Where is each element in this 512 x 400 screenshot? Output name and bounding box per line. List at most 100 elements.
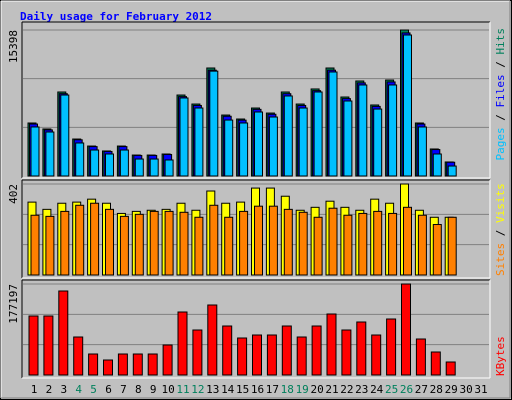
bar (313, 216, 323, 276)
bar (313, 91, 323, 177)
bar (179, 97, 189, 177)
bar (132, 353, 143, 376)
x-tick-label: 16 (251, 383, 264, 396)
legend-entry: Files (494, 74, 507, 107)
bar (343, 214, 353, 276)
y-tick-label: 402 (7, 184, 20, 204)
x-tick-label: 18 (281, 383, 294, 396)
bar (415, 338, 426, 376)
chart-title: Daily usage for February 2012 (20, 10, 212, 23)
x-tick-label: 5 (90, 383, 97, 396)
bar (239, 122, 249, 177)
bar (341, 329, 352, 376)
x-tick-label: 4 (75, 383, 82, 396)
y-tick-label: 177197 (7, 284, 20, 324)
legend: Pages / Files / Hits (494, 28, 507, 161)
bar (43, 315, 54, 376)
bar (179, 211, 189, 276)
bar (105, 208, 114, 276)
bar (432, 224, 442, 276)
bar (326, 313, 337, 376)
bar (403, 206, 412, 276)
legend-entry: KBytes (494, 336, 507, 376)
bar (45, 131, 55, 177)
bar (417, 214, 427, 276)
bar (134, 213, 144, 276)
bar (298, 211, 308, 276)
x-tick-label: 26 (400, 383, 413, 396)
bar (417, 126, 427, 177)
bar (447, 165, 457, 177)
bar (403, 34, 412, 177)
bar (194, 107, 204, 177)
x-tick-label: 23 (355, 383, 368, 396)
bar (222, 325, 233, 376)
x-tick-label: 1 (31, 383, 38, 396)
x-tick-label: 25 (385, 383, 398, 396)
x-tick-label: 19 (296, 383, 309, 396)
bar (209, 70, 219, 177)
x-tick-label: 27 (415, 383, 428, 396)
x-tick-label: 15 (236, 383, 249, 396)
x-tick-label: 30 (459, 383, 472, 396)
x-tick-label: 24 (370, 383, 384, 396)
bar (254, 205, 263, 276)
bar (266, 334, 277, 376)
bar (373, 108, 383, 177)
bar (224, 119, 234, 177)
y-tick-label: 15398 (7, 30, 20, 63)
bar (58, 290, 69, 376)
bar (239, 210, 249, 276)
x-tick-label: 31 (474, 383, 487, 396)
bar (209, 204, 219, 276)
bar (268, 205, 278, 276)
bar (281, 325, 292, 376)
bar (386, 318, 397, 376)
x-tick-label: 21 (325, 383, 338, 396)
bar (358, 212, 368, 276)
bar (162, 344, 173, 376)
bar (149, 158, 159, 177)
bar (224, 216, 234, 276)
bar (298, 107, 308, 177)
bar (149, 210, 159, 276)
bar (45, 215, 55, 276)
bar (296, 336, 307, 376)
bar (164, 210, 174, 276)
x-tick-label: 29 (445, 383, 458, 396)
bar (445, 361, 456, 376)
bar (283, 208, 293, 276)
legend-separator: / (494, 108, 507, 128)
bar (164, 159, 174, 177)
bar (90, 149, 100, 177)
bar (28, 315, 39, 376)
legend-entry: Hits (494, 28, 507, 55)
bar (343, 100, 353, 177)
bar (283, 95, 293, 177)
x-tick-label: 13 (206, 383, 219, 396)
bar (252, 334, 262, 376)
legend-separator: / (494, 223, 507, 243)
bar (328, 71, 338, 177)
x-tick-label: 22 (340, 383, 353, 396)
bar (430, 351, 441, 376)
legend-entry: Sites (494, 243, 507, 276)
x-tick-label: 2 (46, 383, 53, 396)
x-tick-label: 7 (120, 383, 127, 396)
legend-entry: Visits (494, 183, 507, 223)
legend-entry: Pages (494, 127, 507, 160)
bar (177, 311, 188, 376)
x-tick-label: 10 (161, 383, 174, 396)
bar (207, 304, 218, 376)
legend-separator: / (494, 55, 507, 75)
bar (30, 126, 40, 177)
bar (328, 207, 338, 276)
bar (119, 215, 129, 276)
bar (73, 336, 84, 376)
bar (75, 204, 85, 276)
x-tick-label: 6 (105, 383, 112, 396)
x-tick-label: 14 (221, 383, 235, 396)
x-tick-label: 17 (266, 383, 279, 396)
x-tick-label: 3 (60, 383, 67, 396)
x-tick-label: 12 (191, 383, 204, 396)
